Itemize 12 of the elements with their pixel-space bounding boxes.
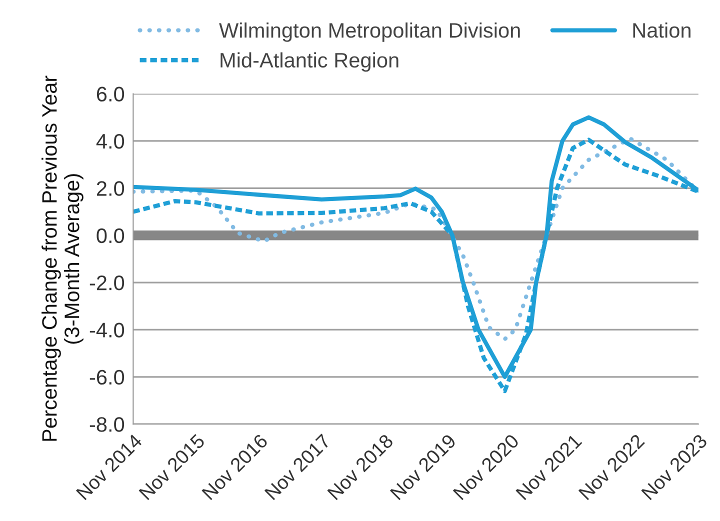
legend-label: Wilmington Metropolitan Division bbox=[219, 22, 520, 42]
y-tick-label: 4.0 bbox=[96, 134, 124, 149]
y-tick-label: 0.0 bbox=[96, 228, 124, 244]
y-tick-label: 2.0 bbox=[96, 181, 124, 196]
y-tick-label: 6.0 bbox=[96, 86, 124, 102]
y-tick-label: -8.0 bbox=[90, 417, 124, 432]
y-axis-title: Percentage Change from Previous Year (3-Month Average) bbox=[42, 76, 84, 441]
legend-label: Mid-Atlantic Region bbox=[220, 52, 398, 72]
y-tick-label: -4.0 bbox=[90, 322, 124, 338]
y-tick-label: -6.0 bbox=[90, 370, 124, 385]
legend-label: Nation bbox=[633, 22, 690, 38]
y-tick-label: -2.0 bbox=[90, 276, 124, 290]
